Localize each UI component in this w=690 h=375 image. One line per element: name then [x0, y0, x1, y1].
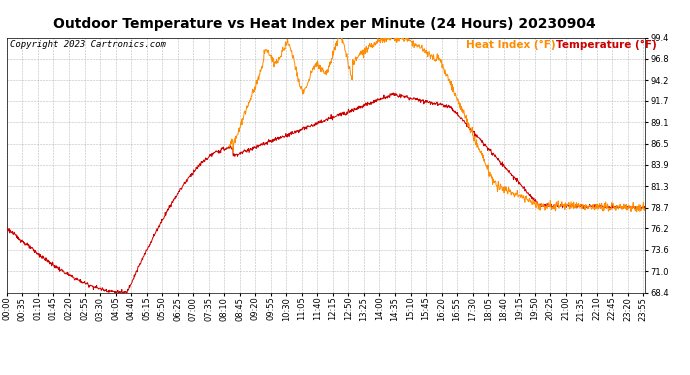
Text: Outdoor Temperature vs Heat Index per Minute (24 Hours) 20230904: Outdoor Temperature vs Heat Index per Mi…	[53, 17, 595, 31]
Text: Copyright 2023 Cartronics.com: Copyright 2023 Cartronics.com	[10, 40, 166, 49]
Text: Heat Index (°F): Heat Index (°F)	[466, 40, 556, 50]
Text: Temperature (°F): Temperature (°F)	[556, 40, 657, 50]
